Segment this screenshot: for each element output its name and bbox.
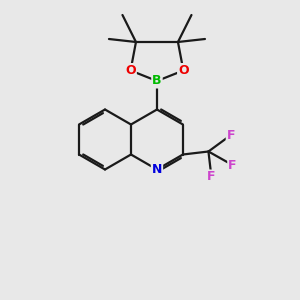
Text: B: B — [152, 74, 162, 88]
Text: N: N — [152, 163, 162, 176]
Text: F: F — [228, 158, 237, 172]
Text: F: F — [227, 128, 235, 142]
Text: O: O — [178, 64, 189, 77]
Text: F: F — [207, 170, 216, 184]
Text: O: O — [125, 64, 136, 77]
